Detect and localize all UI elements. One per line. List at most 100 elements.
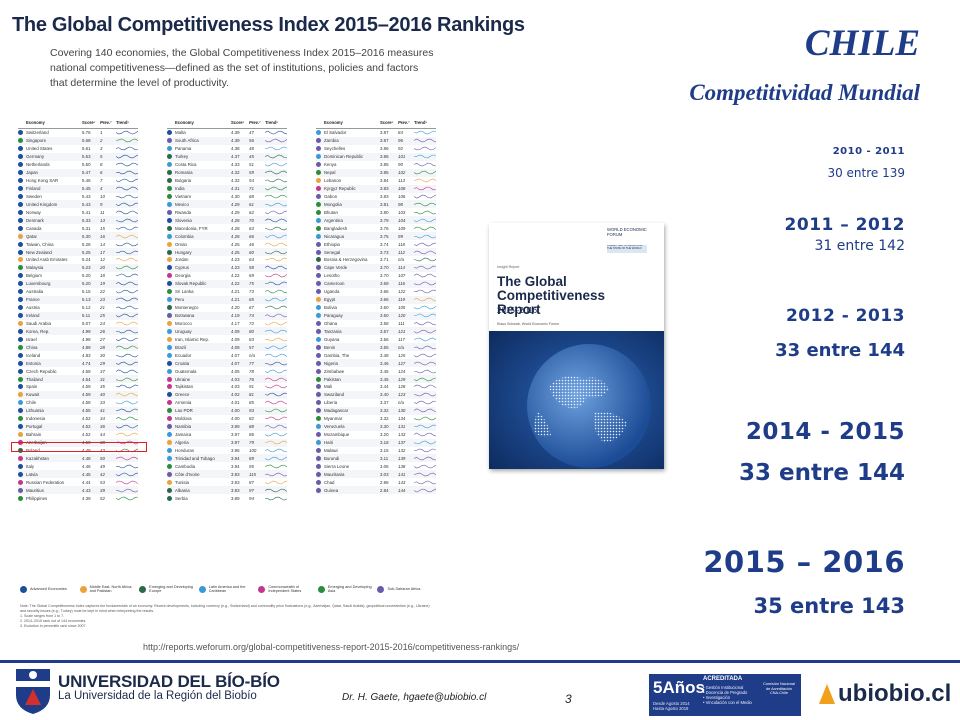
economy-name: Nepal [324, 170, 336, 176]
table-row: Gabon 3.83 106 [316, 193, 436, 201]
table-row: France 5.13 23 [18, 295, 138, 304]
header-trend: Trend³ [414, 120, 427, 125]
region-dot-icon [167, 281, 172, 287]
table-row: Panama 4.38 48 [167, 145, 287, 153]
table-row: Czech Republic 4.69 37 [18, 367, 138, 375]
economy-score: 5.15 [82, 289, 91, 295]
trend-sparkline [116, 337, 138, 342]
legend-dot-icon [317, 585, 325, 593]
ranking-position: 31 entre 142 [814, 238, 905, 254]
trend-sparkline [265, 289, 287, 294]
economy-score: 3.06 [380, 463, 389, 469]
economy-prev-rank: 13 [100, 217, 105, 223]
region-dot-icon [167, 392, 172, 398]
economy-prev-rank: 22 [100, 289, 105, 295]
region-dot-icon [167, 471, 172, 477]
trend-sparkline [116, 234, 138, 239]
economy-score: 4.03 [231, 384, 240, 390]
trend-sparkline [116, 432, 138, 437]
trend-sparkline [116, 385, 138, 389]
rankings-notes: Note: The Global Competitiveness Index c… [20, 604, 435, 629]
region-dot-icon [167, 424, 172, 430]
region-dot-icon [316, 352, 321, 358]
economy-score: 3.83 [380, 186, 389, 192]
region-dot-icon [18, 162, 23, 168]
trend-sparkline [265, 416, 287, 421]
economy-name: Kazakhstan [26, 455, 49, 461]
table-row: Bahrain 4.52 44 [18, 431, 138, 439]
region-dot-icon [316, 447, 321, 453]
table-row: Israel 4.98 27 [18, 335, 138, 343]
economy-score: 3.32 [380, 416, 389, 422]
economy-prev-rank: 98 [398, 201, 403, 207]
economy-score: 5.33 [82, 217, 91, 223]
trend-sparkline [414, 321, 436, 326]
economy-prev-rank: 103 [398, 209, 406, 215]
region-dot-icon [18, 313, 23, 319]
trend-sparkline [116, 226, 138, 231]
economy-name: Sri Lanka [175, 289, 194, 295]
trend-sparkline [116, 425, 138, 429]
trend-sparkline [265, 218, 287, 223]
economy-name: Chile [26, 400, 37, 406]
economy-prev-rank: 15 [100, 225, 105, 231]
economy-score: 2.96 [380, 479, 389, 485]
table-row: Lao PDR 4.00 93 [167, 406, 287, 415]
economy-name: Liberia [324, 400, 338, 406]
trend-sparkline [265, 448, 287, 453]
economy-score: 4.45 [82, 471, 91, 477]
economy-name: Albania [175, 487, 190, 493]
trend-sparkline [414, 408, 436, 413]
economy-score: 3.45 [380, 376, 389, 382]
ranking-position: 35 entre 143 [753, 594, 905, 618]
trend-sparkline [265, 496, 287, 501]
table-row: Uganda 3.66 122 [316, 288, 436, 296]
table-row: Colombia 4.28 66 [167, 232, 287, 241]
region-dot-icon [316, 463, 321, 469]
economy-score: 3.55 [380, 344, 389, 350]
economy-prev-rank: 137 [398, 440, 406, 446]
economy-prev-rank: 9 [100, 201, 103, 207]
economy-prev-rank: 79 [249, 440, 254, 446]
economy-prev-rank: 48 [249, 146, 254, 152]
ubiobio-brand[interactable]: ubiobio.cl [838, 680, 952, 707]
table-row: Japan 5.47 6 [18, 168, 138, 177]
economy-name: Honduras [175, 447, 195, 453]
chile-highlight-box [11, 442, 147, 452]
region-dot-icon [167, 233, 172, 239]
economy-name: Kenya [324, 162, 337, 168]
trend-sparkline [116, 313, 138, 318]
economy-name: Spain [26, 384, 38, 390]
economy-name: Paraguay [324, 313, 343, 319]
economy-name: Malaysia [26, 265, 44, 271]
legend-dot-icon [377, 585, 385, 593]
table-row: Chad 2.96 143 [316, 478, 436, 486]
economy-score: 4.64 [82, 376, 91, 382]
trend-sparkline [414, 146, 436, 151]
economy-prev-rank: 124 [398, 368, 406, 374]
economy-name: Germany [26, 154, 45, 160]
economy-name: Bolivia [324, 305, 337, 311]
economy-name: Benin [324, 344, 336, 350]
trend-sparkline [265, 234, 287, 239]
table-row: Mauritania 3.03 141 [316, 470, 436, 479]
trend-sparkline [414, 416, 436, 421]
economy-score: 3.74 [380, 241, 389, 247]
table-row: Albania 3.93 97 [167, 486, 287, 495]
table-row: Myanmar 3.32 134 [316, 415, 436, 423]
economy-prev-rank: 95 [249, 463, 254, 469]
region-dot-icon [316, 225, 321, 231]
source-url[interactable]: http://reports.weforum.org/global-compet… [143, 642, 520, 652]
table-row: Gambia, The 3.48 125 [316, 351, 436, 359]
economy-score: 3.73 [380, 249, 389, 255]
region-dot-icon [18, 455, 23, 461]
economy-prev-rank: 43 [100, 447, 105, 453]
table-row: Lithuania 4.55 41 [18, 406, 138, 415]
region-dot-icon [316, 344, 321, 350]
trend-sparkline [116, 464, 138, 469]
table-row: Nicaragua 3.75 99 [316, 232, 436, 241]
region-dot-icon [316, 432, 321, 438]
economy-name: Philippines [26, 495, 48, 501]
region-dot-icon [18, 201, 23, 207]
note-line: 2. 2014–2015 rank out of 144 economies. [20, 619, 87, 623]
